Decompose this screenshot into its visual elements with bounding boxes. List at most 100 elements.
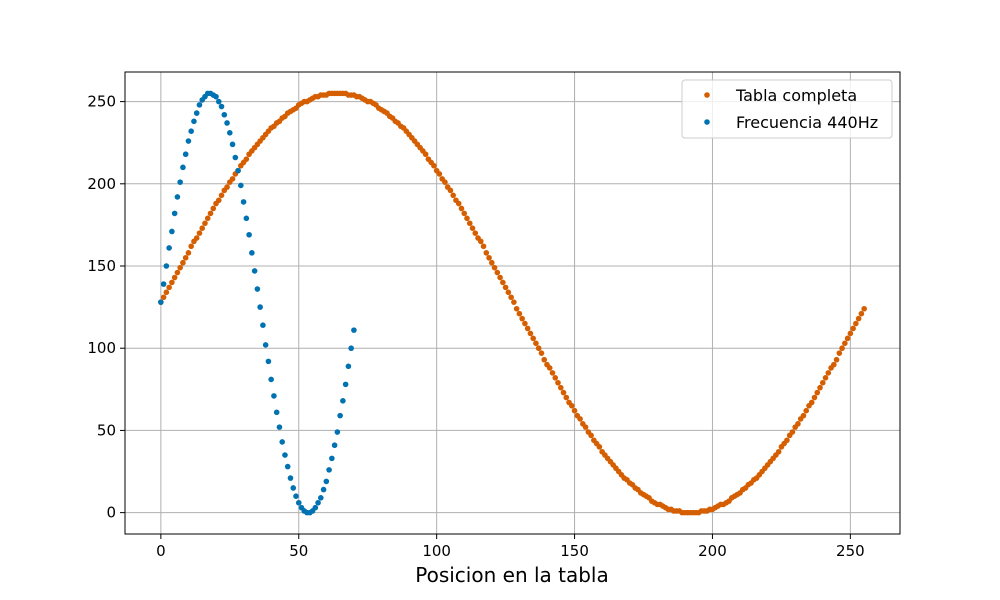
data-point — [213, 93, 219, 100]
data-point — [232, 154, 239, 161]
y-tick-label: 150 — [87, 257, 116, 275]
data-point — [331, 442, 338, 449]
data-point — [516, 310, 523, 317]
data-point — [800, 412, 807, 419]
data-point — [196, 102, 203, 108]
data-point — [215, 197, 222, 204]
data-point — [853, 320, 859, 327]
data-point — [276, 424, 283, 430]
data-point — [185, 138, 192, 144]
x-tick-label: 0 — [156, 542, 166, 560]
data-point — [163, 263, 170, 269]
data-point — [541, 356, 548, 363]
series-layer — [158, 90, 867, 516]
data-point — [265, 358, 272, 365]
data-point — [218, 192, 225, 199]
data-point — [839, 345, 845, 352]
data-point — [450, 192, 457, 199]
data-point — [466, 220, 473, 227]
data-point — [342, 381, 349, 388]
data-point — [191, 118, 197, 125]
data-point — [508, 294, 514, 301]
data-point — [180, 259, 186, 266]
data-point — [177, 179, 183, 185]
data-point — [530, 335, 536, 342]
data-point — [422, 151, 429, 158]
data-point — [251, 268, 258, 274]
data-point — [546, 365, 553, 371]
data-point — [257, 304, 263, 310]
x-tick-label: 50 — [289, 542, 308, 560]
x-tick-label: 200 — [698, 542, 727, 560]
data-point — [557, 384, 564, 391]
data-point — [831, 361, 837, 368]
data-point — [847, 330, 854, 337]
legend-label-frecuencia-440hz: Frecuencia 440Hz — [736, 113, 878, 132]
data-point — [549, 370, 556, 376]
data-point — [489, 259, 495, 266]
data-point — [171, 274, 178, 281]
data-point — [284, 463, 291, 470]
data-point — [500, 279, 506, 286]
data-point — [210, 205, 217, 212]
data-point — [243, 215, 250, 222]
data-point — [174, 194, 181, 200]
data-point — [202, 220, 208, 227]
data-point — [271, 393, 277, 399]
data-point — [287, 475, 294, 481]
data-point — [524, 325, 531, 332]
data-point — [227, 130, 233, 136]
data-point — [169, 228, 175, 235]
legend-box — [681, 79, 893, 139]
y-tick-label: 200 — [87, 175, 116, 193]
y-tick-label: 0 — [106, 504, 116, 522]
data-point — [182, 151, 189, 158]
data-point — [522, 320, 528, 327]
data-point — [318, 495, 324, 501]
data-point — [182, 254, 189, 261]
data-point — [472, 230, 479, 236]
data-point — [808, 399, 815, 406]
data-point — [477, 238, 484, 245]
x-tick-label: 150 — [560, 542, 589, 560]
data-point — [240, 199, 247, 205]
data-point — [480, 243, 487, 250]
data-point — [163, 289, 170, 296]
data-point — [323, 478, 330, 485]
data-point — [326, 467, 332, 473]
data-point — [447, 187, 454, 194]
data-point — [312, 504, 319, 511]
data-point — [555, 379, 561, 386]
data-point — [497, 274, 503, 281]
data-point — [204, 215, 211, 222]
data-point — [571, 407, 578, 414]
data-point — [218, 103, 225, 110]
data-point — [789, 429, 796, 435]
series-1 — [158, 90, 357, 516]
data-point — [158, 299, 164, 305]
data-point — [436, 171, 443, 177]
data-point — [803, 407, 810, 414]
legend-marker-tabla-completa — [704, 92, 710, 98]
data-point — [513, 305, 520, 312]
data-point — [174, 269, 181, 276]
data-point — [505, 289, 512, 296]
data-point — [582, 424, 589, 430]
data-point — [221, 111, 228, 118]
y-axis: 0 50 100 150 200 250 — [87, 93, 125, 522]
data-point — [464, 215, 470, 222]
data-point — [238, 182, 244, 189]
x-tick-label: 100 — [422, 542, 451, 560]
data-point — [235, 167, 241, 174]
data-point — [533, 340, 539, 347]
data-point — [858, 310, 865, 317]
data-point — [268, 376, 274, 383]
data-point — [814, 389, 821, 396]
data-point — [795, 421, 801, 427]
data-point — [279, 439, 286, 445]
data-point — [282, 452, 288, 458]
data-point — [166, 284, 172, 291]
data-point — [842, 340, 848, 347]
data-point — [535, 345, 542, 352]
data-point — [855, 315, 862, 322]
